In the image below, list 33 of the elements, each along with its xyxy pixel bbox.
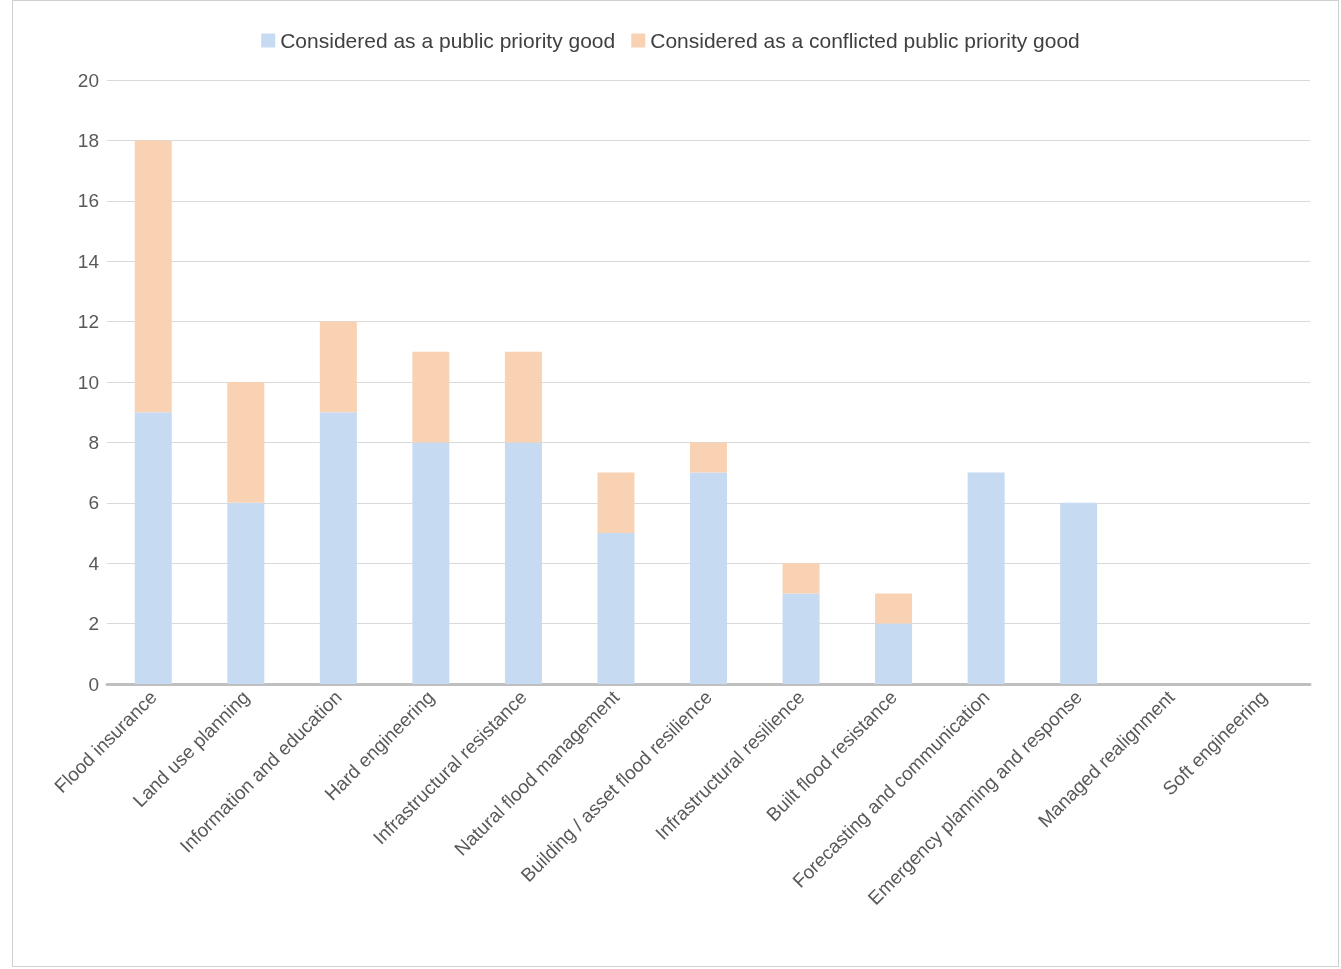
legend-label: Considered as a conflicted public priority good	[650, 29, 1080, 52]
y-tick-label: 4	[88, 552, 100, 574]
y-tick-label: 12	[77, 311, 99, 333]
bar	[412, 351, 450, 443]
y-tick-label: 16	[77, 190, 99, 212]
bar	[875, 623, 913, 684]
bar	[597, 533, 635, 684]
bar	[782, 563, 820, 594]
bar	[597, 472, 635, 533]
bar	[319, 412, 357, 684]
bar	[227, 502, 265, 684]
bar	[875, 593, 913, 624]
y-tick-label: 6	[88, 492, 99, 514]
bar	[689, 442, 728, 473]
bar	[689, 472, 728, 684]
y-tick-label: 2	[88, 613, 99, 635]
bar	[134, 140, 172, 413]
legend-label: Considered as a public priority good	[280, 29, 616, 52]
y-tick-label: 8	[88, 431, 99, 453]
y-tick-label: 14	[77, 250, 100, 272]
bar	[782, 593, 820, 684]
y-tick-label: 0	[88, 673, 99, 695]
bar	[967, 472, 1005, 684]
y-tick-label: 18	[77, 129, 99, 151]
bar	[134, 412, 172, 684]
bar	[1060, 502, 1098, 684]
y-tick-label: 10	[77, 371, 99, 393]
bar	[504, 442, 542, 684]
y-tick-label: 20	[77, 69, 99, 91]
bar	[504, 351, 542, 443]
bar	[227, 382, 265, 503]
bar	[412, 442, 450, 684]
bar	[319, 321, 357, 413]
